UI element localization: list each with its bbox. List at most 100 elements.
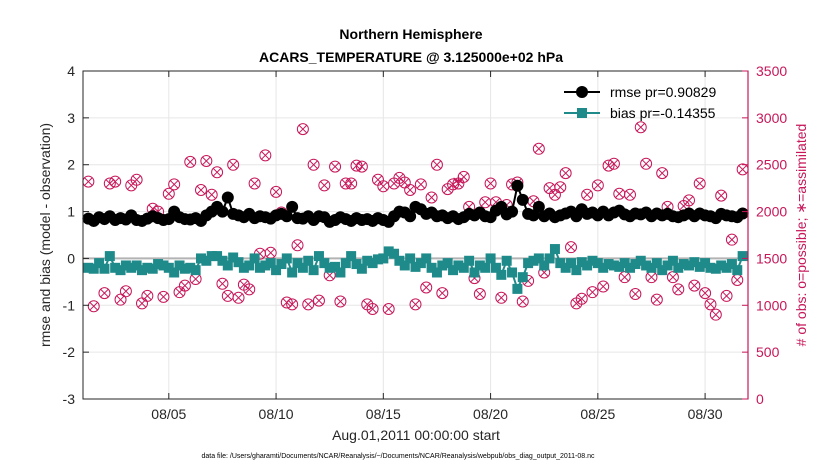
bias-point	[517, 272, 528, 283]
plot-background	[83, 71, 748, 399]
bias-point	[555, 258, 566, 269]
obs-cross	[298, 124, 308, 134]
obs-possible-point	[554, 181, 567, 194]
obs-possible-point	[334, 295, 347, 308]
rmse-point	[221, 191, 234, 204]
rmse-point	[506, 205, 519, 218]
obs-cross	[228, 160, 238, 169]
obs-cross	[566, 242, 576, 252]
bias-point	[389, 248, 400, 259]
obs-cross	[652, 295, 662, 304]
obs-cross	[481, 197, 490, 207]
obs-cross	[304, 300, 313, 309]
obs-possible-point	[575, 292, 588, 305]
obs-cross	[711, 310, 721, 319]
obs-possible-point	[302, 298, 315, 311]
obs-cross	[164, 189, 174, 198]
obs-cross	[196, 185, 206, 195]
obs-circle	[672, 283, 685, 296]
bias-point	[126, 262, 137, 273]
bias-point	[426, 262, 437, 273]
obs-circle	[200, 154, 213, 167]
obs-circle	[559, 167, 572, 180]
bias-point	[88, 263, 99, 274]
obs-cross	[411, 300, 420, 309]
obs-cross	[373, 175, 383, 184]
obs-cross	[121, 287, 131, 296]
obs-circle	[307, 158, 320, 171]
obs-circle	[286, 298, 299, 311]
obs-circle	[329, 160, 342, 173]
obs-circle	[656, 167, 669, 180]
data-file-footnote: data file: /Users/gharamti/Documents/NCA…	[201, 453, 595, 460]
bias-point	[437, 260, 448, 271]
obs-circle	[634, 121, 647, 134]
bias-point	[185, 262, 196, 273]
obs-circle	[162, 187, 175, 200]
legend-bias-marker	[577, 108, 587, 118]
obs-circle	[602, 159, 615, 172]
obs-circle	[130, 173, 143, 186]
obs-circle	[302, 298, 315, 311]
obs-circle	[425, 191, 438, 204]
obs-circle	[420, 281, 433, 294]
obs-circle	[618, 271, 631, 284]
bias-point	[217, 255, 228, 266]
bias-point	[705, 262, 716, 273]
x-tick-label: 08/05	[151, 406, 186, 422]
obs-circle	[205, 188, 218, 201]
star-stroke	[453, 177, 464, 184]
bias-point	[490, 262, 501, 273]
obs-circle	[211, 166, 224, 179]
obs-circle	[725, 233, 738, 246]
bias-point	[297, 262, 308, 273]
obs-circle	[704, 298, 717, 311]
bias-point	[592, 258, 603, 269]
obs-circle	[575, 292, 588, 305]
obs-circle	[184, 155, 197, 168]
obs-circle	[259, 149, 272, 162]
obs-cross	[89, 302, 98, 311]
obs-possible-point	[130, 173, 143, 186]
obs-possible-point	[114, 293, 127, 306]
bias-point	[276, 259, 287, 270]
obs-circle	[430, 158, 443, 171]
obs-cross	[674, 285, 683, 294]
obs-possible-point	[618, 271, 631, 284]
bias-point	[83, 262, 94, 273]
bias-point	[523, 258, 534, 269]
bias-point	[233, 257, 244, 268]
obs-possible-point	[516, 295, 529, 308]
bias-point	[737, 251, 748, 262]
obs-circle	[194, 184, 207, 197]
obs-possible-point	[178, 279, 191, 292]
bias-point	[179, 263, 190, 274]
bias-point	[571, 265, 582, 276]
obs-circle	[98, 287, 111, 300]
obs-cross	[234, 293, 243, 302]
obs-possible-point	[473, 288, 486, 301]
obs-possible-point	[656, 167, 669, 180]
bias-point	[651, 258, 662, 269]
obs-circle	[586, 286, 599, 299]
rmse-point	[404, 210, 417, 223]
bias-point	[190, 265, 201, 276]
obs-possible-point	[243, 283, 256, 296]
obs-cross	[738, 165, 747, 174]
obs-cross	[422, 283, 431, 292]
bias-point	[228, 252, 239, 263]
bias-point	[641, 260, 652, 271]
bias-point	[153, 259, 164, 270]
obs-circle	[693, 177, 706, 190]
y2-tick-label: 3000	[756, 110, 787, 126]
y-tick-label: 0	[67, 250, 75, 266]
obs-circle	[248, 177, 261, 190]
y-tick-label: 2	[67, 157, 75, 173]
obs-circle	[565, 241, 578, 254]
plot-area: 08/05 08/10 08/15 08/20 08/25 08/30 -3 -2 -1 0 1 2 3…	[63, 63, 788, 422]
obs-cross	[266, 248, 275, 258]
obs-circle	[624, 188, 637, 201]
obs-cross	[582, 190, 592, 199]
rmse-point	[216, 205, 229, 218]
rmse-point	[286, 200, 299, 213]
